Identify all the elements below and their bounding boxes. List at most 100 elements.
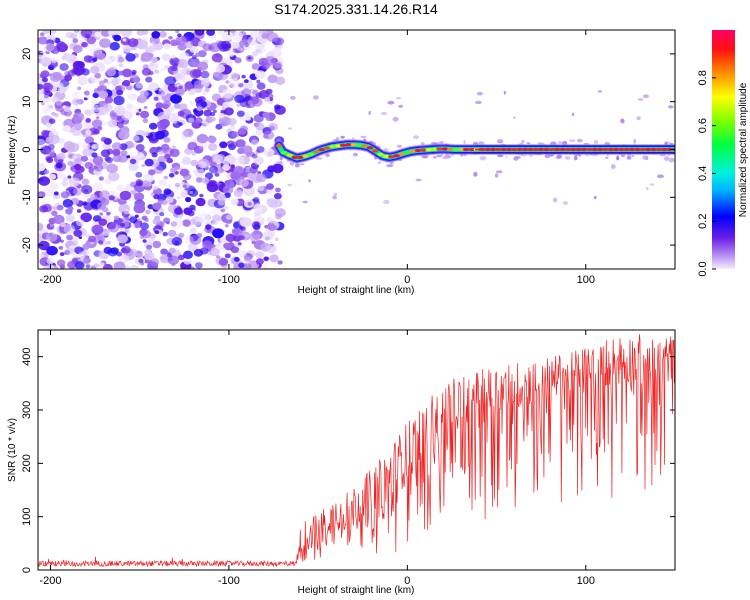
noise-blob [256, 146, 265, 153]
noise-blob [45, 136, 54, 144]
snr-x-ticks: -200 -100 0 100 [39, 330, 595, 587]
ridge-core [372, 149, 379, 153]
y-tick-label: -10 [21, 189, 33, 205]
noise-speckle [340, 135, 345, 139]
noise-blob [160, 248, 168, 255]
noise-blob [233, 156, 245, 166]
noise-blob [229, 72, 239, 80]
noise-blob [166, 252, 173, 258]
noise-blob [146, 244, 153, 250]
noise-speckle [299, 163, 305, 166]
noise-speckle [668, 157, 675, 163]
noise-blob [125, 53, 136, 62]
ridge-core [425, 148, 432, 152]
ridge-core [398, 152, 406, 156]
noise-blob [44, 169, 50, 175]
noise-blob [107, 221, 117, 230]
noise-blob [233, 189, 243, 198]
noise-blob [107, 247, 119, 257]
noise-blob [106, 163, 118, 174]
noise-blob [190, 61, 198, 67]
noise-blob [177, 254, 185, 261]
noise-blob [230, 125, 236, 130]
noise-blob [159, 212, 165, 217]
noise-blob [262, 111, 270, 119]
noise-blob [258, 90, 270, 99]
noise-blob [88, 158, 93, 162]
noise-blob [46, 232, 58, 242]
noise-blob [56, 259, 66, 267]
noise-blob [49, 223, 54, 228]
noise-speckle [420, 142, 425, 146]
noise-blob [202, 43, 212, 52]
noise-blob [243, 256, 252, 263]
noise-blob [222, 101, 229, 108]
noise-blob [142, 239, 147, 243]
noise-speckle [571, 112, 575, 117]
figure-title: S174.2025.331.14.26.R14 [274, 1, 438, 17]
noise-blob [149, 258, 160, 267]
noise-blob [122, 79, 131, 87]
noise-blob [126, 155, 131, 159]
noise-blob [113, 95, 125, 106]
noise-speckle [515, 156, 521, 159]
x-tick-label: 100 [577, 274, 595, 286]
noise-blob [267, 223, 277, 231]
noise-speckle [383, 199, 390, 205]
noise-blob [85, 264, 91, 269]
noise-speckle [287, 183, 293, 186]
noise-blob [124, 229, 129, 233]
noise-blob [246, 104, 251, 109]
noise-blob [133, 76, 141, 83]
colorbar-ticks: 0.0 0.2 0.4 0.6 0.8 [697, 70, 716, 277]
noise-blob [39, 205, 49, 213]
noise-blob [66, 234, 74, 241]
noise-blob [117, 234, 128, 244]
noise-blob [99, 212, 104, 216]
noise-blob [245, 234, 249, 238]
noise-blob [210, 112, 216, 117]
noise-blob [47, 143, 55, 150]
noise-blob [203, 109, 212, 117]
noise-blob [133, 222, 141, 229]
noise-blob [162, 100, 171, 108]
noise-blob [140, 229, 152, 239]
noise-blob [38, 138, 47, 149]
noise-blob [195, 52, 201, 57]
noise-blob [218, 258, 229, 266]
noise-blob [196, 177, 203, 183]
noise-blob [247, 100, 254, 105]
noise-speckle [503, 90, 506, 95]
noise-blob [98, 240, 104, 245]
noise-blob [153, 165, 164, 174]
noise-speckle [433, 156, 437, 159]
noise-blob [63, 224, 75, 234]
noise-blob [179, 168, 190, 177]
noise-blob [56, 204, 64, 211]
ridge-core [436, 147, 443, 151]
noise-blob [102, 120, 108, 126]
colorbar-label: Normalized spectral amplitude [738, 82, 749, 217]
noise-speckle [664, 156, 669, 161]
noise-blob [42, 82, 54, 92]
noise-blob [83, 143, 91, 150]
noise-blob [59, 252, 65, 257]
ridge-core [393, 154, 400, 158]
noise-blob [61, 56, 66, 60]
noise-blob [108, 171, 120, 182]
noise-blob [256, 82, 266, 90]
noise-blob [177, 33, 182, 38]
spectrogram-noise-region [38, 30, 675, 269]
noise-blob [38, 94, 45, 101]
noise-blob [116, 251, 123, 257]
noise-blob [249, 166, 258, 174]
noise-blob [274, 193, 282, 200]
noise-blob [198, 213, 210, 224]
noise-blob [189, 100, 195, 106]
x-tick-label: 100 [577, 575, 595, 587]
spectrogram-y-ticks: -20 -10 0 10 20 [21, 48, 675, 253]
noise-blob [76, 209, 82, 213]
noise-blob [111, 112, 118, 118]
noise-blob [145, 209, 151, 215]
